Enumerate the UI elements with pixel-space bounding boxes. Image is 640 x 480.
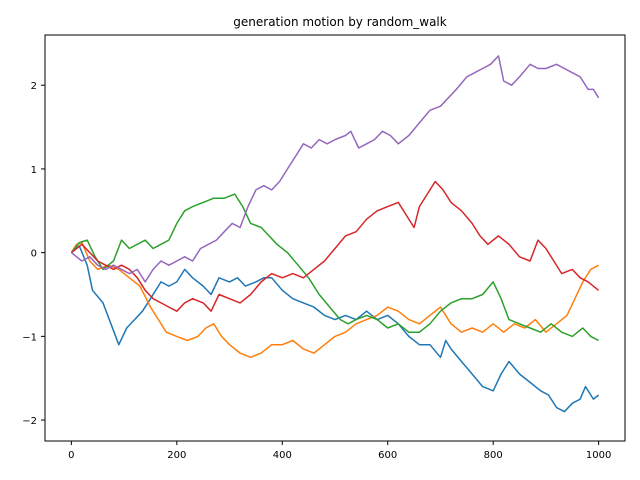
y-tick-label: −2 <box>22 416 37 427</box>
x-tick-label: 400 <box>273 450 292 461</box>
series-line-3 <box>70 193 599 342</box>
chart-title: generation motion by random_walk <box>233 15 446 29</box>
y-tick-label: 0 <box>31 249 37 260</box>
x-tick-label: 800 <box>484 450 503 461</box>
series-layer <box>70 55 600 413</box>
y-axis: −2 −1 0 1 2 <box>22 81 45 427</box>
x-tick-label: 600 <box>378 450 397 461</box>
y-tick-label: 2 <box>31 81 37 92</box>
x-axis: 0 200 400 600 800 1000 <box>68 441 611 461</box>
x-tick-label: 0 <box>68 450 74 461</box>
series-line-4 <box>70 180 600 312</box>
series-line-1 <box>70 245 600 413</box>
y-tick-label: −1 <box>22 332 37 343</box>
series-line-5 <box>70 55 600 283</box>
x-tick-label: 200 <box>167 450 186 461</box>
y-tick-label: 1 <box>31 165 37 176</box>
plot-frame <box>44 34 626 442</box>
x-tick-label: 1000 <box>586 450 611 461</box>
series-line-2 <box>70 241 599 359</box>
